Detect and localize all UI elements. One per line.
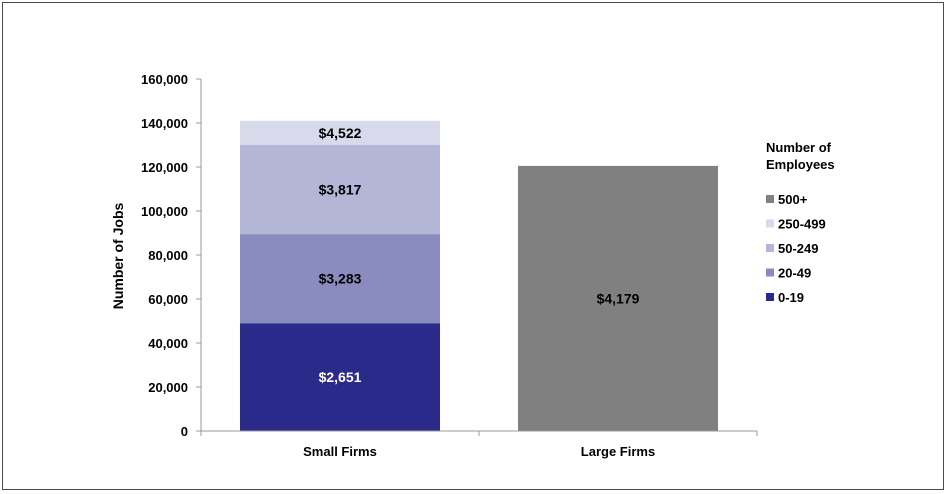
data-label: $3,817 <box>319 182 362 198</box>
x-tick-label: Small Firms <box>303 444 377 459</box>
legend: Number of Employees 500+ 250-499 50-249 20-… <box>766 140 835 305</box>
legend-label: 0-19 <box>778 290 804 305</box>
legend-swatch <box>766 244 774 252</box>
data-label: $2,651 <box>319 369 362 385</box>
legend-swatch <box>766 219 774 228</box>
legend-title-line-2: Employees <box>766 157 835 172</box>
x-tick-label: Large Firms <box>581 444 655 459</box>
y-tick-label: 20,000 <box>148 380 188 395</box>
legend-label: 50-249 <box>778 241 818 256</box>
legend-label: 20-49 <box>778 266 811 281</box>
legend-items: 500+ 250-499 50-249 20-49 0-19 <box>766 192 826 305</box>
bar-segment <box>518 165 718 431</box>
legend-swatch <box>766 268 774 277</box>
y-tick-label: 60,000 <box>148 292 188 307</box>
data-label: $4,522 <box>319 125 362 141</box>
data-label: $3,283 <box>319 271 362 287</box>
bar-segment <box>240 323 440 431</box>
data-labels-layer: $2,651 $3,283 $3,817 $4,522 $4,179 <box>319 125 640 385</box>
bar-segment <box>240 234 440 324</box>
y-tick-label: 80,000 <box>148 248 188 263</box>
data-label: $4,179 <box>597 290 640 306</box>
legend-label: 250-499 <box>778 217 826 232</box>
legend-swatch <box>766 293 774 301</box>
y-axis-label: Number of Jobs <box>110 203 126 310</box>
legend-label: 500+ <box>778 192 808 207</box>
y-tick-label: 120,000 <box>141 160 188 175</box>
legend-swatch <box>766 195 774 203</box>
y-tick-label: 140,000 <box>141 116 188 131</box>
legend-title-line-1: Number of <box>766 140 832 155</box>
bar-segment <box>240 120 440 145</box>
bars-layer <box>240 120 718 431</box>
y-tick-label: 100,000 <box>141 204 188 219</box>
bar-segment <box>240 145 440 235</box>
x-ticks-layer: Small Firms Large Firms <box>200 431 758 459</box>
y-ticks-layer: 0 20,000 40,000 60,000 80,000 100,000 120,000 1… <box>141 72 201 439</box>
y-tick-label: 40,000 <box>148 336 188 351</box>
y-tick-label: 160,000 <box>141 72 188 87</box>
y-tick-label: 0 <box>181 424 188 439</box>
